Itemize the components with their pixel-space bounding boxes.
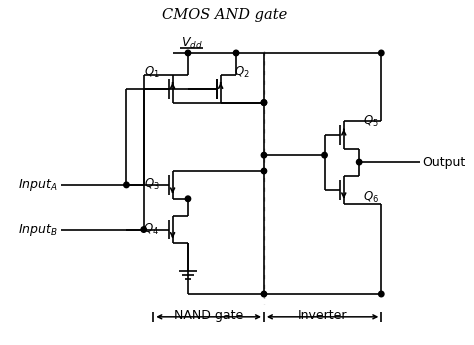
Circle shape (379, 291, 384, 297)
Text: Output: Output (423, 156, 466, 169)
Circle shape (261, 152, 267, 158)
Text: $V_{dd}$: $V_{dd}$ (181, 36, 203, 51)
Circle shape (185, 50, 191, 56)
Circle shape (185, 196, 191, 201)
Text: $Q_6$: $Q_6$ (363, 190, 379, 205)
Text: CMOS AND gate: CMOS AND gate (162, 8, 287, 22)
Text: $Q_2$: $Q_2$ (234, 65, 250, 80)
Circle shape (124, 182, 129, 188)
Text: $Q_3$: $Q_3$ (144, 177, 159, 193)
Circle shape (322, 152, 327, 158)
Circle shape (261, 100, 267, 105)
Circle shape (141, 227, 146, 232)
Circle shape (261, 100, 267, 105)
Text: NAND gate: NAND gate (173, 309, 243, 322)
Text: $Q_4$: $Q_4$ (144, 222, 159, 237)
Text: Inverter: Inverter (298, 309, 347, 322)
Circle shape (379, 50, 384, 56)
Text: $Input_B$: $Input_B$ (18, 221, 58, 238)
Text: $Q_1$: $Q_1$ (144, 65, 159, 80)
Text: $Input_A$: $Input_A$ (18, 177, 58, 193)
Circle shape (261, 168, 267, 174)
Circle shape (233, 50, 239, 56)
Circle shape (356, 159, 362, 165)
Circle shape (261, 291, 267, 297)
Text: $Q_5$: $Q_5$ (363, 114, 379, 129)
